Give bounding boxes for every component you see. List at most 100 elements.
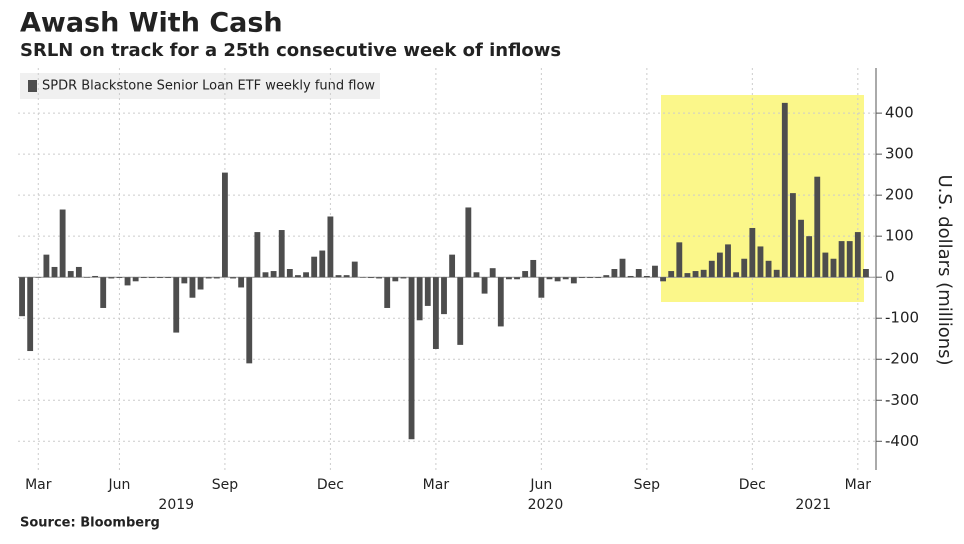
bar [376, 277, 383, 279]
bar [635, 269, 642, 278]
bar [554, 277, 561, 282]
bar [668, 271, 675, 278]
bar [165, 277, 172, 279]
bar [733, 272, 740, 278]
bar [538, 277, 545, 298]
y-axis-label: U.S. dollars (millions) [934, 174, 955, 365]
bar [311, 256, 318, 278]
bar [863, 269, 869, 278]
bar [741, 258, 748, 278]
bar [173, 277, 180, 333]
bar [652, 265, 658, 278]
year-label: 2020 [528, 497, 564, 513]
bar [254, 232, 261, 278]
bar [806, 236, 813, 278]
x-tick-label: Mar [25, 477, 52, 493]
bar [660, 277, 667, 282]
bar [505, 277, 512, 280]
bar [497, 277, 504, 327]
x-tick-label: Dec [739, 477, 766, 493]
bar [432, 277, 439, 349]
bar [368, 277, 374, 279]
bar [92, 275, 99, 278]
bar [716, 252, 723, 278]
x-tick-label: Sep [212, 477, 239, 493]
bar [140, 277, 147, 279]
y-tick-label: 100 [885, 227, 914, 245]
bar [213, 277, 220, 279]
bar [270, 271, 277, 278]
bar [725, 244, 731, 278]
y-tick-label: 300 [885, 145, 914, 163]
bar [278, 230, 285, 278]
bar [595, 277, 602, 279]
bar [562, 277, 569, 280]
bar [197, 277, 204, 290]
bar [773, 269, 780, 278]
bar [424, 277, 431, 306]
bar [700, 269, 707, 278]
bar [781, 102, 788, 278]
legend-box [20, 73, 380, 99]
bar [384, 277, 391, 308]
y-tick-label: 400 [885, 104, 914, 122]
x-tick-label: Mar [423, 477, 450, 493]
x-tick-label: Mar [845, 477, 872, 493]
year-label: 2019 [158, 497, 194, 513]
bar [522, 271, 529, 278]
bar [359, 277, 366, 278]
x-tick-label: Dec [317, 477, 344, 493]
bar [441, 277, 447, 315]
bar [343, 275, 350, 278]
bar [684, 273, 691, 278]
bar [449, 254, 456, 278]
bar [238, 277, 245, 288]
bar [611, 269, 618, 278]
bar [765, 260, 772, 278]
bar [798, 219, 804, 278]
bar [51, 266, 58, 278]
bar [465, 207, 472, 278]
x-tick-label: Jun [107, 477, 130, 493]
bar [400, 277, 407, 279]
bar [221, 172, 228, 278]
source: Source: Bloomberg [20, 516, 160, 531]
y-tick-label: 200 [885, 186, 914, 204]
bar [327, 216, 334, 278]
bar [27, 277, 34, 352]
bar [416, 277, 423, 321]
bar [708, 260, 715, 278]
legend-swatch [28, 80, 37, 92]
bar [676, 242, 683, 278]
bar [108, 277, 115, 279]
y-tick-label: -400 [885, 432, 919, 450]
bar [570, 277, 577, 284]
bar [75, 266, 82, 278]
bar [392, 277, 399, 282]
chart-subtitle: SRLN on track for a 25th consecutive wee… [20, 40, 561, 61]
y-tick-label: -200 [885, 350, 919, 368]
year-label: 2021 [795, 497, 831, 513]
x-tick-label: Sep [634, 477, 661, 493]
bar [692, 271, 699, 278]
y-tick-label: 0 [885, 268, 895, 286]
bar [19, 277, 25, 317]
bar [59, 209, 66, 278]
bar [132, 277, 139, 282]
bar [205, 277, 212, 279]
bar [822, 252, 829, 278]
bar [303, 272, 309, 278]
bar [627, 275, 634, 278]
bar [148, 277, 155, 279]
bar [189, 277, 196, 298]
bar [789, 193, 796, 278]
legend-label: SPDR Blackstone Senior Loan ETF weekly f… [42, 79, 375, 94]
bar [514, 277, 520, 280]
bar [319, 250, 326, 278]
bar [351, 261, 358, 278]
bar [67, 271, 74, 278]
bar [643, 275, 650, 278]
bar [489, 268, 496, 278]
bar [814, 176, 821, 278]
